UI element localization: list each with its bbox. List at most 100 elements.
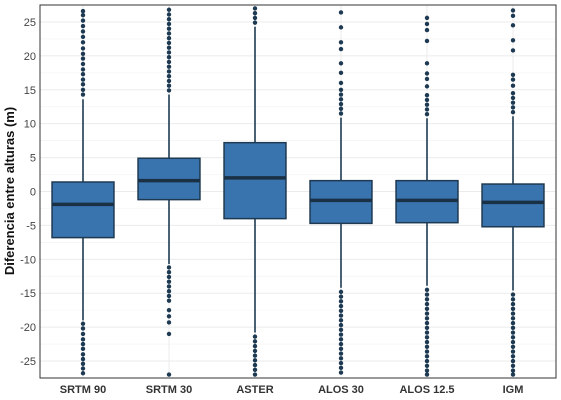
outlier-point [338, 101, 344, 107]
outlier-point [80, 77, 86, 82]
outlier-point [166, 7, 172, 12]
box-group [51, 8, 115, 376]
outlier-point [510, 339, 516, 345]
outlier-point [338, 87, 344, 92]
outlier-point [510, 297, 516, 302]
outlier-point [80, 71, 86, 77]
outlier-point [166, 270, 172, 275]
outlier-point [424, 76, 430, 82]
outlier-point [252, 372, 258, 377]
outlier-point [338, 299, 344, 304]
outlier-point [252, 334, 258, 339]
outlier-point [510, 292, 516, 297]
outlier-point [510, 358, 516, 364]
outlier-point [338, 294, 344, 299]
x-category-label: IGM [503, 384, 524, 396]
outlier-point [510, 363, 516, 368]
outlier-point [338, 61, 344, 66]
outlier-point [424, 61, 430, 66]
box-group [481, 8, 545, 377]
outlier-point [166, 59, 172, 65]
outlier-point [80, 366, 86, 371]
outlier-point [510, 8, 516, 13]
y-tick-label: 25 [24, 17, 36, 29]
outlier-point [338, 341, 344, 347]
outlier-point [80, 341, 86, 347]
outlier-point [424, 102, 430, 107]
outlier-point [80, 87, 86, 92]
outlier-point [510, 105, 516, 110]
outlier-point [510, 109, 516, 115]
outlier-point [338, 313, 344, 318]
outlier-point [166, 314, 172, 319]
outlier-point [80, 337, 86, 342]
outlier-point [510, 372, 516, 377]
outlier-point [166, 320, 172, 325]
outlier-point [80, 331, 86, 337]
outlier-point [252, 339, 258, 344]
x-category-labels: SRTM 90 SRTM 30 ASTER ALOS 30 ALOS 12.5 IGM [60, 384, 524, 396]
outlier-point [510, 100, 516, 105]
iqr-box [481, 183, 545, 228]
outlier-point [424, 320, 430, 326]
outlier-point [338, 346, 344, 352]
boxes [51, 6, 545, 377]
y-tick-label: -25 [20, 356, 36, 368]
outlier-point [80, 18, 86, 23]
outlier-point [166, 298, 172, 303]
outlier-point [80, 34, 86, 40]
outlier-point [424, 38, 430, 44]
outlier-point [166, 307, 172, 313]
outlier-point [510, 325, 516, 331]
x-category-label: ASTER [236, 384, 273, 396]
outlier-point [424, 301, 430, 307]
outlier-point [80, 29, 86, 34]
outlier-point [424, 15, 430, 21]
outlier-point [424, 111, 430, 117]
outlier-point [166, 21, 172, 27]
outlier-point [80, 56, 86, 61]
outlier-point [252, 10, 258, 16]
outlier-point [424, 335, 430, 340]
outlier-point [166, 88, 172, 93]
outlier-point [166, 274, 172, 280]
outlier-point [510, 335, 516, 340]
outlier-point [166, 50, 172, 55]
outlier-point [424, 354, 430, 359]
outlier-point [510, 13, 516, 19]
outlier-point [338, 337, 344, 342]
outlier-point [424, 71, 430, 76]
outlier-point [338, 40, 344, 45]
y-tick-label: -5 [26, 220, 36, 232]
outlier-point [166, 36, 172, 41]
outlier-point [166, 284, 172, 289]
outlier-point [424, 107, 430, 112]
outlier-point [80, 371, 86, 376]
outlier-point [80, 46, 86, 51]
x-category-label: SRTM 90 [60, 384, 106, 396]
outlier-point [424, 21, 430, 27]
outlier-point [80, 12, 86, 18]
outlier-point [338, 303, 344, 309]
outlier-point [80, 51, 86, 57]
outlier-point [338, 80, 344, 86]
outlier-point [338, 360, 344, 366]
outlier-point [338, 106, 344, 111]
iqr-box [51, 181, 115, 239]
outlier-point [252, 15, 258, 21]
outlier-point [424, 316, 430, 321]
outlier-point [424, 358, 430, 364]
outlier-point [80, 67, 86, 72]
outlier-point [338, 46, 344, 52]
outlier-point [80, 23, 86, 29]
outlier-point [338, 327, 344, 333]
outlier-point [338, 332, 344, 337]
outlier-point [338, 365, 344, 371]
outlier-point [80, 40, 86, 45]
outlier-point [510, 349, 516, 354]
outlier-point [80, 92, 86, 97]
outlier-point [424, 330, 430, 335]
x-category-label: SRTM 30 [146, 384, 192, 396]
outlier-point [338, 318, 344, 323]
